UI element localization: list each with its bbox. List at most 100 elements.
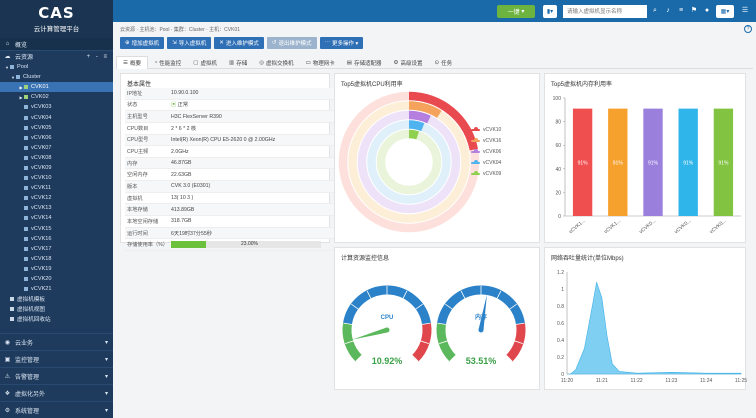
bell-icon[interactable]: ♪ (666, 7, 670, 14)
tree-item-host[interactable]: vCVK07 (0, 143, 113, 153)
onekey-button[interactable]: 一键 ▾ (497, 5, 535, 18)
mem-bar-value-label: 91% (683, 160, 694, 166)
nav-section[interactable]: ◉ 云业务 ▾ (0, 333, 113, 350)
tree-item-host[interactable]: vCVK20 (0, 274, 113, 284)
calendar-menu-button[interactable]: ▦▾ (716, 5, 734, 18)
tab[interactable]: ◔ 性能监控 (148, 56, 187, 69)
property-row: 空闲内存 22.63GB (125, 169, 446, 182)
property-value-text: 22.63GB (171, 171, 192, 178)
action-button[interactable]: ✕ 进入维护模式 (214, 37, 264, 49)
tab[interactable]: ☰ 概要 (116, 56, 148, 69)
x-tick-label: 11:20 (561, 378, 573, 384)
legend-marker (471, 171, 480, 175)
tree-item-host[interactable]: vCVK03 (0, 102, 113, 112)
tab[interactable]: ▥ 存储 (223, 56, 253, 69)
device-menu-button[interactable]: ▮▾ (543, 5, 557, 18)
tree-item-vm-sub[interactable]: 虚拟机视图 (0, 304, 113, 314)
nav-section[interactable]: ⚙ 系统管理 ▾ (0, 401, 113, 418)
tab[interactable]: ⊙ 任务 (428, 56, 458, 69)
cpu-ring-arc (408, 101, 442, 118)
tree-item-host[interactable]: ▶ CVK01 (0, 82, 113, 93)
tab[interactable]: ▢ 虚拟机 (187, 56, 223, 69)
action-button[interactable]: ↺ 退出维护模式 (266, 37, 317, 49)
tree-item-host[interactable]: vCVK04 (0, 112, 113, 122)
tree-item-host[interactable]: vCVK05 (0, 123, 113, 133)
tree-item-host[interactable]: vCVK17 (0, 244, 113, 254)
tab[interactable]: ▭ 物理网卡 (300, 56, 341, 69)
nav-section-label: 告警管理 (15, 374, 40, 381)
cluster-icon (16, 75, 20, 80)
property-value-text: 13( 10 3 ) (171, 195, 194, 202)
user-icon[interactable]: ● (704, 7, 710, 14)
tree-item-host[interactable]: vCVK16 (0, 234, 113, 244)
tree-item-host-label: vCVK08 (31, 154, 52, 161)
tree-item-host[interactable]: vCVK13 (0, 203, 113, 213)
y-tick-label: 80 (555, 120, 561, 126)
legend-marker (471, 160, 480, 164)
nav-overview[interactable]: ⌂ 概览 (0, 38, 113, 50)
cpu-legend-item: vCVK09 (471, 168, 501, 179)
property-row: IP地址 10.90.0.100 (125, 88, 446, 100)
tree-item-vm-sub[interactable]: 虚拟机回收站 (0, 314, 113, 324)
tree-item-host[interactable]: vCVK12 (0, 193, 113, 203)
chevron-down-icon: ▾ (104, 356, 108, 363)
tree-tools-icon[interactable]: + - ≡ (86, 53, 109, 60)
tab-label: 存储适配器 (353, 60, 382, 67)
y-tick-label: 0.2 (557, 355, 564, 361)
tree-item-host[interactable]: vCVK10 (0, 173, 113, 183)
mem-bar (608, 108, 628, 216)
host-icon (24, 135, 28, 140)
shirt-icon[interactable]: ⚑ (690, 7, 698, 14)
y-tick-label: 0 (561, 372, 564, 378)
tree-item-cluster[interactable]: ▼ Cluster (0, 72, 113, 82)
action-icon: ✕ (219, 40, 224, 46)
tree-item-vm-sub[interactable]: 虚拟机模板 (0, 294, 113, 304)
search-icon[interactable]: ⌕ (653, 7, 657, 14)
vm-search-input[interactable] (563, 5, 647, 18)
gauge-tick (345, 340, 354, 344)
list-icon[interactable]: ≡ (678, 7, 684, 14)
nav-cloud-resources[interactable]: ☁ 云资源 + - ≡ (0, 50, 113, 62)
host-icon (24, 196, 28, 201)
action-button[interactable]: ⋯ 更多操作 ▾ (319, 37, 364, 49)
gauge-tick (402, 290, 408, 299)
action-button[interactable]: ⇲ 导入虚拟机 (167, 37, 212, 49)
resource-monitor-title: 计算资源监控信息 (341, 256, 390, 262)
tab-label: 物理网卡 (312, 60, 335, 67)
mem-bar (572, 108, 593, 216)
tree-item-host[interactable]: vCVK18 (0, 254, 113, 264)
nav-section[interactable]: ⚠ 告警管理 ▾ (0, 367, 113, 384)
tree-item-pool[interactable]: ▼ Pool (0, 62, 113, 72)
tree-item-host[interactable]: vCVK19 (0, 264, 113, 274)
tree-item-host[interactable]: vCVK11 (0, 183, 113, 193)
menu-icon[interactable]: ☰ (741, 7, 749, 14)
host-icon (24, 145, 28, 150)
tab-icon: ▤ (346, 59, 352, 66)
tree-item-host[interactable]: vCVK15 (0, 224, 113, 234)
chevron-down-icon: ▾ (104, 407, 108, 414)
tree-item-host[interactable]: vCVK14 (0, 213, 113, 223)
tree-item-host-label: CVK02 (31, 94, 49, 101)
nav-overview-label: 概览 (15, 42, 28, 49)
tab-label: 任务 (441, 60, 453, 67)
gauge-tick (505, 354, 513, 362)
tree-item-host[interactable]: vCVK08 (0, 153, 113, 163)
tree-item-host[interactable]: vCVK21 (0, 284, 113, 294)
tab[interactable]: ◎ 虚拟交换机 (253, 56, 299, 69)
action-button[interactable]: ⊕ 增加虚拟机 (120, 37, 165, 49)
tree-item-host-label: vCVK10 (31, 175, 52, 182)
gauge-tick (439, 340, 448, 344)
tab[interactable]: ▤ 存储适配器 (341, 56, 388, 69)
tree-item-host[interactable]: vCVK06 (0, 133, 113, 143)
cpu-legend-item: vCVK10 (471, 124, 501, 135)
gauge-tick (460, 290, 466, 299)
action-icon: ↺ (271, 40, 277, 46)
nav-section[interactable]: ❖ 虚拟化另外 ▾ (0, 384, 113, 401)
tab[interactable]: ⚙ 高级设置 (388, 56, 429, 69)
nav-section[interactable]: ▣ 监控管理 ▾ (0, 350, 113, 367)
tree-item-host[interactable]: ▶ CVK02 (0, 92, 113, 102)
tree-item-host[interactable]: vCVK09 (0, 163, 113, 173)
x-tick-label: 11:25 (735, 378, 747, 384)
tree-item-vm-sub-label: 虚拟机视图 (17, 307, 45, 314)
help-icon[interactable]: ? (744, 25, 752, 33)
